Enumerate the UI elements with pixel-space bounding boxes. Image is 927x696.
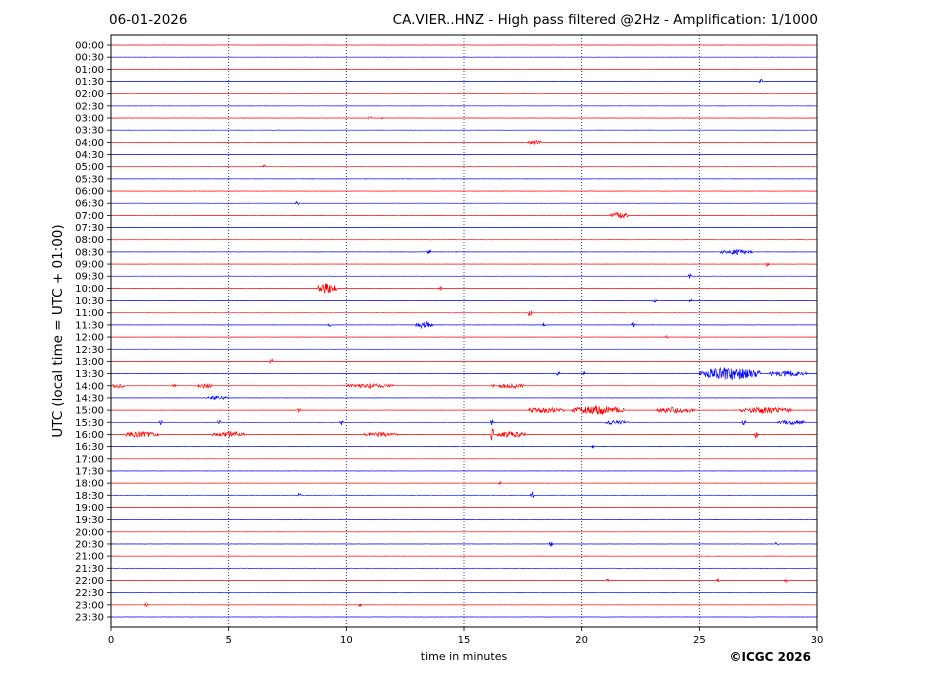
row-label: 23:30 [75,612,104,623]
trace-2030 [111,541,818,547]
trace-1100 [110,310,818,317]
y-axis-label: UTC (local time = UTC + 01:00) [50,224,66,437]
trace-1130 [110,320,818,330]
row-label: 18:30 [75,491,104,502]
trace-1300 [111,358,817,364]
seismic-traces [110,44,818,618]
trace-0700 [110,211,818,219]
trace-1430 [111,395,818,401]
row-label: 09:00 [75,260,104,271]
plot-date: 06-01-2026 [109,12,188,28]
row-label: 21:00 [75,552,104,563]
row-label: 05:30 [75,174,104,185]
row-label: 02:00 [75,89,104,100]
row-label: 15:00 [75,406,104,417]
trace-1030 [110,298,818,303]
trace-0830 [110,248,817,256]
trace-0130 [110,78,817,84]
row-label: 03:00 [75,114,104,125]
row-label: 04:30 [75,150,104,161]
row-label: 00:00 [75,41,104,52]
trace-1530 [110,419,818,426]
trace-1500 [111,405,818,416]
plot-title: CA.VIER..HNZ - High pass filtered @2Hz -… [392,12,818,28]
row-label: 22:00 [75,576,104,587]
row-label: 22:30 [75,588,104,599]
row-label: 11:00 [75,308,104,319]
row-label: 03:30 [75,126,104,137]
trace-1800 [110,480,817,485]
row-label: 21:30 [75,564,104,575]
row-label: 16:00 [75,430,104,441]
row-label: 14:30 [75,393,104,404]
row-label: 06:30 [75,199,104,210]
row-label: 12:30 [75,345,104,356]
trace-0400 [111,139,817,145]
row-label: 20:30 [75,539,104,550]
row-label: 18:00 [75,479,104,490]
x-tick-label: 10 [340,635,353,646]
trace-0900 [111,262,817,268]
row-label: 06:00 [75,187,104,198]
row-label: 15:30 [75,418,104,429]
row-label: 16:30 [75,442,104,453]
copyright-notice: ©ICGC 2026 [729,650,811,664]
trace-0300 [110,116,818,120]
row-label: 20:00 [75,527,104,538]
trace-1630 [111,444,817,449]
row-label: 01:00 [75,65,104,76]
row-label: 07:00 [75,211,104,222]
x-tick-label: 15 [458,635,471,646]
row-label: 14:00 [75,381,104,392]
row-label: 10:00 [75,284,104,295]
trace-2300 [110,602,818,608]
time-gridlines [228,35,700,627]
x-tick-label: 5 [225,635,231,646]
row-label: 10:30 [75,296,104,307]
row-label: 02:30 [75,101,104,112]
row-label: 13:30 [75,369,104,380]
trace-0630 [110,200,817,206]
row-label: 17:30 [75,466,104,477]
row-label: 00:30 [75,53,104,64]
x-axis-ticks: 0 5 10 15 20 25 30 [108,627,824,646]
x-tick-label: 0 [108,635,114,646]
trace-1830 [111,491,818,498]
trace-1600 [111,428,818,441]
trace-1400 [110,383,818,390]
trace-1000 [111,283,817,294]
row-label: 11:30 [75,320,104,331]
row-label: 01:30 [75,77,104,88]
row-label: 07:30 [75,223,104,234]
row-label: 08:00 [75,235,104,246]
row-label: 04:00 [75,138,104,149]
x-axis-label: time in minutes [421,650,508,663]
trace-2200 [110,578,818,584]
x-tick-label: 30 [811,635,824,646]
row-label: 08:30 [75,247,104,258]
row-label: 23:00 [75,600,104,611]
trace-0500 [110,164,817,168]
row-label: 09:30 [75,272,104,283]
plot-frame [110,34,818,628]
row-label: 19:30 [75,515,104,526]
row-label: 12:00 [75,333,104,344]
row-label: 19:00 [75,503,104,514]
trace-1200 [111,334,818,339]
trace-0930 [111,273,817,279]
x-tick-label: 20 [575,635,588,646]
trace-1330 [110,366,818,380]
row-label: 17:00 [75,454,104,465]
row-label: 13:00 [75,357,104,368]
row-label: 05:00 [75,162,104,173]
x-tick-label: 25 [693,635,706,646]
